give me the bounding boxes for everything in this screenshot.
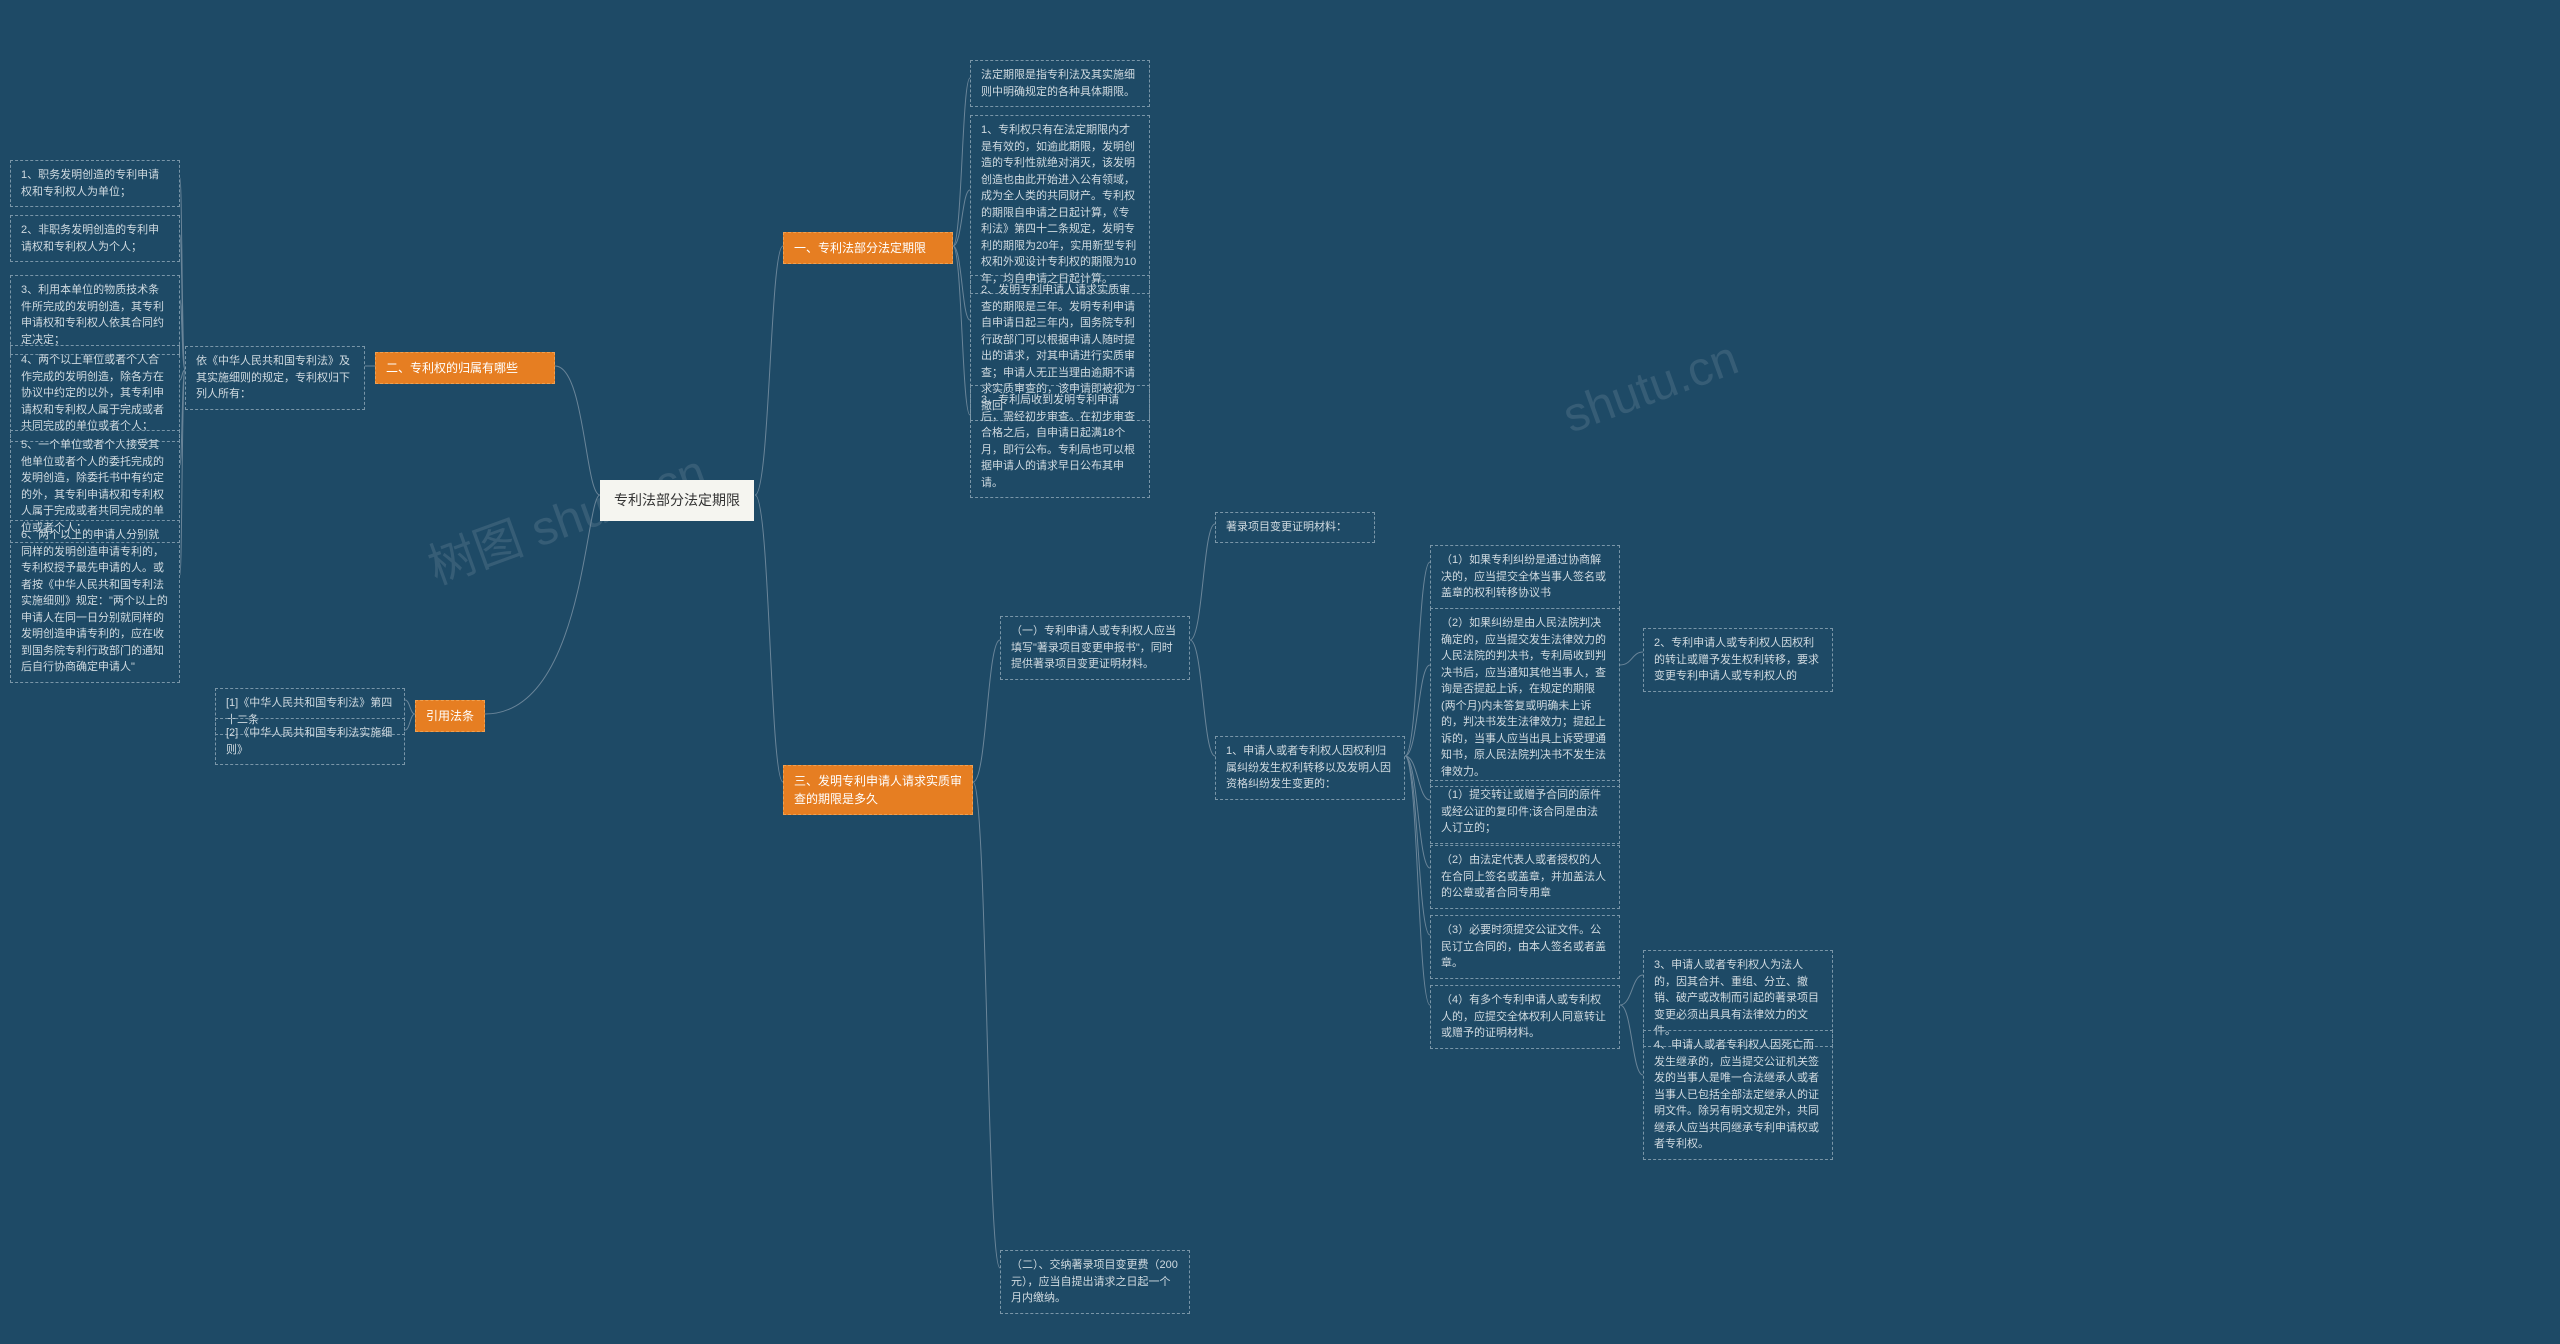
branch-1-item-3: 3、专利局收到发明专利申请后，需经初步审查。在初步审查合格之后，自申请日起满18… [970,385,1150,498]
sub1-b: （2）如果纠纷是由人民法院判决确定的，应当提交发生法律效力的人民法院的判决书，专… [1430,608,1620,787]
branch-3-sub2: （二）、交纳著录项目变更费（200元），应当自提出请求之日起一个月内缴纳。 [1000,1250,1190,1314]
branch-3: 三、发明专利申请人请求实质审查的期限是多久 [783,765,973,815]
sub1-c4: （4）有多个专利申请人或专利权人的，应提交全体权利人同意转让或赠予的证明材料。 [1430,985,1620,1049]
sub1-b-extra: 2、专利申请人或专利权人因权利的转让或赠予发生权利转移，要求变更专利申请人或专利… [1643,628,1833,692]
branch-cite: 引用法条 [415,700,485,732]
branch-2-item-6: 6、两个以上的申请人分别就同样的发明创造申请专利的，专利权授予最先申请的人。或者… [10,520,180,683]
cite-item-2: [2]《中华人民共和国专利法实施细则》 [215,718,405,765]
watermark: shutu.cn [1556,331,1745,445]
branch-1: 一、专利法部分法定期限 [783,232,953,264]
center-node: 专利法部分法定期限 [600,480,754,521]
sub1-c4-extra2: 4、申请人或者专利权人因死亡而发生继承的，应当提交公证机关签发的当事人是唯一合法… [1643,1030,1833,1160]
sub1-head: 著录项目变更证明材料： [1215,512,1375,543]
branch-2-item-2: 2、非职务发明创造的专利申请权和专利权人为个人； [10,215,180,262]
branch-2-intro: 依《中华人民共和国专利法》及其实施细则的规定，专利权归下列人所有： [185,346,365,410]
branch-3-sub1: （一）专利申请人或专利权人应当填写"著录项目变更申报书"，同时提供著录项目变更证… [1000,616,1190,680]
branch-2-item-4: 4、两个以上单位或者个人合作完成的发明创造，除各方在协议中约定的以外，其专利申请… [10,345,180,442]
branch-1-item-0: 法定期限是指专利法及其实施细则中明确规定的各种具体期限。 [970,60,1150,107]
sub1-c3: （3）必要时须提交公证文件。公民订立合同的，由本人签名或者盖章。 [1430,915,1620,979]
sub1-a: （1）如果专利纠纷是通过协商解决的，应当提交全体当事人签名或盖章的权利转移协议书 [1430,545,1620,609]
branch-2: 二、专利权的归属有哪些 [375,352,555,384]
branch-2-item-3: 3、利用本单位的物质技术条件所完成的发明创造，其专利申请权和专利权人依其合同约定… [10,275,180,355]
sub1-lead: 1、申请人或者专利权人因权利归属纠纷发生权利转移以及发明人因资格纠纷发生变更的： [1215,736,1405,800]
connectors [0,0,2560,1344]
sub1-c1: （1）提交转让或赠予合同的原件或经公证的复印件;该合同是由法人订立的； [1430,780,1620,844]
branch-2-item-1: 1、职务发明创造的专利申请权和专利权人为单位； [10,160,180,207]
sub1-c2: （2）由法定代表人或者授权的人在合同上签名或盖章，并加盖法人的公章或者合同专用章 [1430,845,1620,909]
branch-1-item-1: 1、专利权只有在法定期限内才是有效的，如逾此期限，发明创造的专利性就绝对消灭，该… [970,115,1150,294]
